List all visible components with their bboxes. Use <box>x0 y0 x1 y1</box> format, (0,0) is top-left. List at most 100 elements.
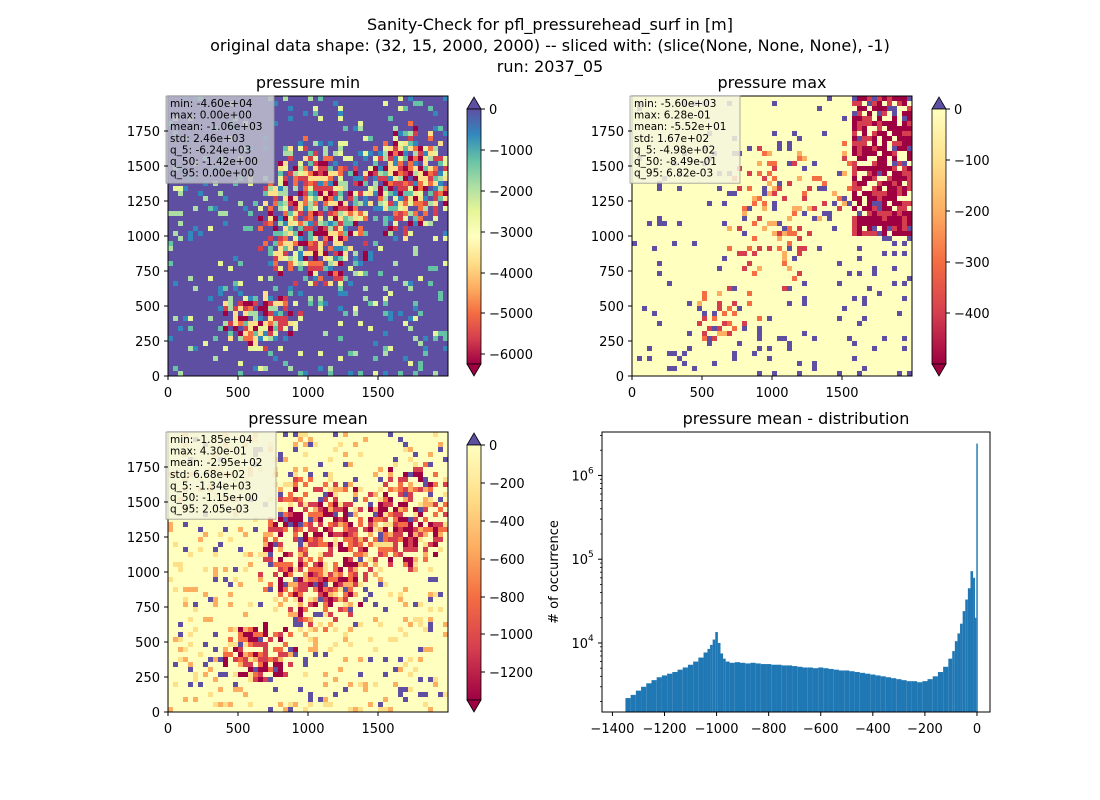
heatmap-cell <box>677 221 683 227</box>
heatmap-cell <box>363 96 369 102</box>
heatmap-cell <box>233 191 239 197</box>
heatmap-cell <box>313 131 319 137</box>
heatmap-cell <box>193 336 199 342</box>
heatmap-cell <box>897 196 903 202</box>
heatmap-cell <box>742 216 748 222</box>
heatmap-cell <box>248 196 254 202</box>
heatmap-cell <box>193 226 199 232</box>
heatmap-cell <box>652 201 658 207</box>
heatmap-cell <box>667 191 673 197</box>
heatmap-cell <box>398 321 404 327</box>
heatmap-cell <box>822 186 828 192</box>
heatmap-cell <box>433 141 439 147</box>
heatmap-cell <box>353 241 359 247</box>
heatmap-cell <box>418 251 424 257</box>
heatmap-cell <box>827 131 833 137</box>
heatmap-cell <box>887 236 893 242</box>
heatmap-cell <box>428 351 434 357</box>
heatmap-cell <box>293 361 299 367</box>
heatmap-cell <box>298 246 304 252</box>
heatmap-cell <box>168 301 174 307</box>
heatmap-cell <box>373 121 379 127</box>
heatmap-cell <box>652 251 658 257</box>
heatmap-cell <box>253 266 259 272</box>
heatmap-cell <box>173 181 179 187</box>
heatmap-cell <box>373 321 379 327</box>
heatmap-cell <box>343 356 349 362</box>
heatmap-cell <box>737 216 743 222</box>
heatmap-cell <box>742 241 748 247</box>
heatmap-cell <box>398 286 404 292</box>
heatmap-cell <box>692 181 698 187</box>
heatmap-cell <box>358 216 364 222</box>
heatmap-cell <box>198 186 204 192</box>
heatmap-cell <box>248 316 254 322</box>
heatmap-cell <box>443 326 449 332</box>
heatmap-cell <box>353 181 359 187</box>
heatmap-cell <box>832 166 838 172</box>
heatmap-cell <box>368 106 374 112</box>
heatmap-cell <box>313 316 319 322</box>
heatmap-cell <box>877 136 883 142</box>
heatmap-cell <box>318 316 324 322</box>
heatmap-cell <box>313 356 319 362</box>
heatmap-cell <box>752 221 758 227</box>
heatmap-cell <box>762 221 768 227</box>
heatmap-cell <box>787 126 793 132</box>
heatmap-cell <box>667 246 673 252</box>
heatmap-cell <box>882 251 888 257</box>
heatmap-cell <box>787 226 793 232</box>
heatmap-cell <box>303 206 309 212</box>
heatmap-cell <box>443 301 449 307</box>
heatmap-cell <box>777 156 783 162</box>
heatmap-cell <box>388 236 394 242</box>
heatmap-cell <box>338 176 344 182</box>
suptitle-line-1: Sanity-Check for pfl_pressurehead_surf i… <box>367 15 733 35</box>
heatmap-cell <box>677 241 683 247</box>
heatmap-cell <box>248 271 254 277</box>
heatmap-cell <box>782 146 788 152</box>
heatmap-cell <box>812 211 818 217</box>
heatmap-cell <box>408 131 414 137</box>
heatmap-cell <box>752 206 758 212</box>
heatmap-cell <box>258 336 264 342</box>
heatmap-cell <box>867 136 873 142</box>
heatmap-cell <box>168 316 174 322</box>
heatmap-cell <box>228 231 234 237</box>
heatmap-cell <box>383 136 389 142</box>
heatmap-cell <box>263 271 269 277</box>
stats-box-background <box>165 95 275 184</box>
heatmap-cell <box>742 196 748 202</box>
heatmap-cell <box>178 346 184 352</box>
heatmap-cell <box>368 231 374 237</box>
heatmap-cell <box>847 221 853 227</box>
heatmap-cell <box>837 216 843 222</box>
heatmap-cell <box>747 221 753 227</box>
heatmap-cell <box>882 116 888 122</box>
heatmap-cell <box>293 151 299 157</box>
heatmap-cell <box>882 216 888 222</box>
heatmap-cell <box>413 211 419 217</box>
stats-line: q_5: -6.24e+03 <box>170 144 251 156</box>
heatmap-cell <box>343 281 349 287</box>
heatmap-cell <box>363 296 369 302</box>
heatmap-cell <box>418 266 424 272</box>
heatmap-cell <box>343 131 349 137</box>
heatmap-cell <box>383 316 389 322</box>
heatmap-cell <box>852 241 858 247</box>
heatmap-cell <box>902 161 908 167</box>
heatmap-cell <box>807 141 813 147</box>
heatmap-cell <box>363 276 369 282</box>
heatmap-cell <box>338 251 344 257</box>
heatmap-cell <box>373 316 379 322</box>
heatmap-cell <box>178 296 184 302</box>
heatmap-cell <box>438 171 444 177</box>
heatmap-cell <box>722 236 728 242</box>
heatmap-cell <box>288 136 294 142</box>
heatmap-cell <box>907 116 913 122</box>
heatmap-cell <box>183 256 189 262</box>
heatmap-cell <box>732 251 738 257</box>
heatmap-cell <box>413 351 419 357</box>
heatmap-cell <box>647 206 653 212</box>
